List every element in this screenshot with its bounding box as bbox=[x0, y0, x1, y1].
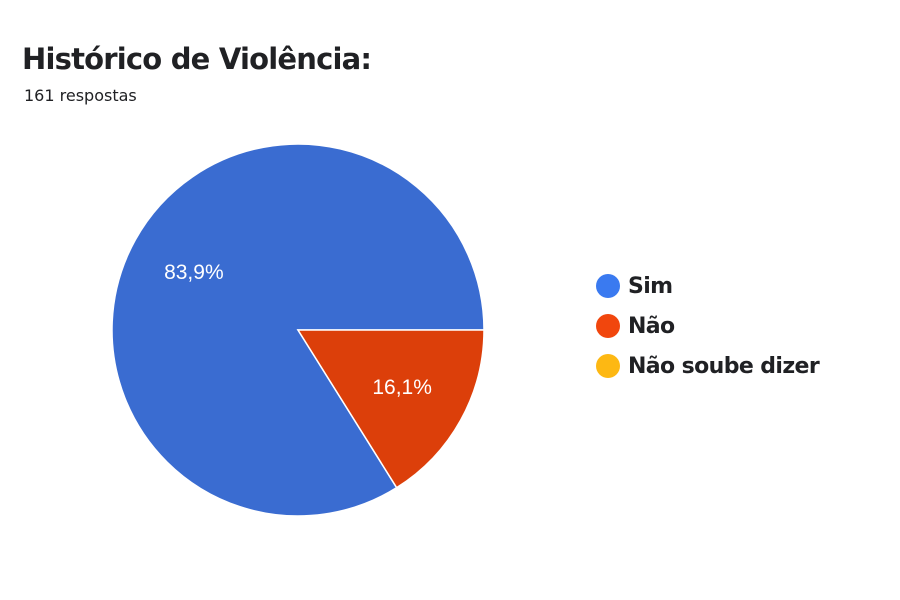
legend-swatch-nao bbox=[596, 314, 620, 338]
legend-item-sim[interactable]: Sim bbox=[596, 266, 819, 306]
chart-legend: Sim Não Não soube dizer bbox=[596, 266, 820, 386]
chart-title: Histórico de Violência: bbox=[22, 42, 372, 76]
slice-label-nao: 16,1% bbox=[372, 376, 432, 399]
response-count: 161 respostas bbox=[24, 86, 137, 105]
legend-label-nao-soube-dizer: Não soube dizer bbox=[628, 353, 820, 379]
legend-label-sim: Sim bbox=[628, 273, 673, 299]
pie-slice-nao[interactable] bbox=[296, 329, 485, 489]
legend-swatch-sim bbox=[596, 274, 620, 298]
slice-label-sim: 83,9% bbox=[164, 261, 224, 284]
legend-item-nao-soube-dizer[interactable]: Não soube dizer bbox=[596, 346, 820, 386]
legend-item-nao[interactable]: Não bbox=[596, 306, 819, 346]
legend-label-nao: Não bbox=[628, 313, 675, 339]
pie-slice-labels: 83,9% 16,1% bbox=[164, 261, 432, 399]
pie-slices bbox=[111, 143, 485, 517]
legend-swatch-nao-soube-dizer bbox=[596, 354, 620, 378]
